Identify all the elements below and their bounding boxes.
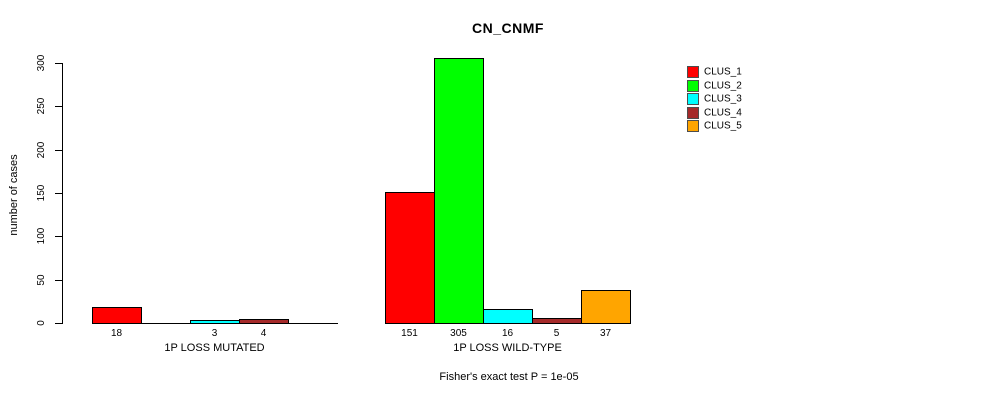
y-tick-label: 50: [36, 274, 47, 286]
bar-clus_4-group2: [532, 318, 582, 324]
bar-value-label: 305: [450, 328, 467, 339]
y-tick-mark: [55, 280, 62, 281]
y-tick-label: 250: [36, 97, 47, 115]
bar-clus_2-group2: [434, 58, 484, 324]
y-tick-mark: [55, 63, 62, 64]
legend-label-clus_5: CLUS_5: [704, 120, 742, 132]
legend-swatch-clus_5: [687, 120, 699, 132]
y-axis-label: number of cases: [8, 154, 20, 236]
bar-clus_1-group2: [385, 192, 435, 324]
y-tick-label: 0: [36, 320, 47, 326]
bar-value-label: 37: [599, 328, 612, 339]
bar-clus_3-group2: [483, 309, 533, 324]
y-tick-label: 150: [36, 184, 47, 202]
fisher-test-annotation: Fisher's exact test P = 1e-05: [439, 371, 579, 383]
legend-label-clus_3: CLUS_3: [704, 93, 742, 105]
bar-clus_3-group1: [190, 320, 240, 324]
y-tick-mark: [55, 193, 62, 194]
y-tick-mark: [55, 323, 62, 324]
y-tick-label: 300: [36, 54, 47, 72]
bar-clus_4-group1: [239, 319, 289, 324]
y-axis-line: [62, 63, 63, 324]
bar-value-label: 18: [110, 328, 123, 339]
bar-value-label: 5: [553, 328, 560, 339]
legend-swatch-clus_2: [687, 79, 699, 92]
bar-value-label: 16: [501, 328, 514, 339]
bar-value-label: 4: [260, 328, 267, 339]
bar-value-label: 151: [401, 328, 418, 339]
legend-label-clus_4: CLUS_4: [704, 107, 742, 118]
y-tick-mark: [55, 106, 62, 107]
bar-clus_1-group1: [92, 307, 142, 324]
legend-label-clus_1: CLUS_1: [704, 66, 742, 78]
group-label-1: 1P LOSS MUTATED: [164, 342, 265, 354]
legend-swatch-clus_3: [687, 93, 699, 105]
y-tick-label: 100: [36, 227, 47, 245]
y-tick-mark: [55, 150, 62, 151]
legend-swatch-clus_1: [687, 66, 699, 78]
bar-clus_5-group2: [581, 290, 631, 324]
group-label-2: 1P LOSS WILD-TYPE: [453, 342, 562, 354]
bar-value-label: 3: [211, 328, 218, 339]
y-tick-mark: [55, 236, 62, 237]
chart-title: CN_CNMF: [472, 20, 544, 36]
legend-label-clus_2: CLUS_2: [704, 80, 742, 91]
legend-swatch-clus_4: [687, 106, 699, 119]
y-tick-label: 200: [36, 141, 47, 159]
